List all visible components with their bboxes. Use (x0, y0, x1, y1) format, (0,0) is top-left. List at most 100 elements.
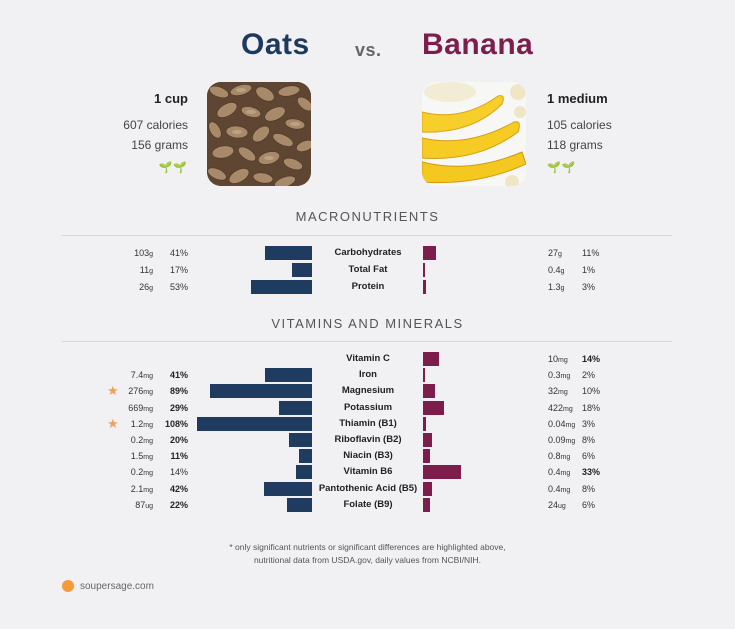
right-percent: 11% (582, 248, 600, 258)
left-bar (289, 433, 312, 447)
left-amount-value: 0.2 (130, 435, 144, 445)
right-amount: 0.4mg (548, 481, 588, 499)
footnote-line-1: * only significant nutrients or signific… (229, 542, 506, 552)
left-percent: 22% (169, 499, 188, 510)
left-percent: 14% (169, 467, 188, 478)
nutrient-row: 2.1mg 42% Pantothenic Acid (B5) 0.4mg 8% (0, 481, 735, 497)
macronutrients-heading: MACRONUTRIENTS (295, 209, 440, 224)
right-amount-unit: mg (558, 389, 568, 397)
right-amount-unit: mg (558, 357, 568, 364)
nutrient-name: Vitamin C (346, 353, 390, 364)
right-amount-unit: mg (560, 373, 571, 381)
left-percent: 108% (164, 418, 188, 429)
left-amount-unit: mg (143, 470, 153, 478)
left-amount-value: 103 (134, 248, 150, 258)
right-amount-value: 422 (548, 402, 564, 413)
left-bar (265, 368, 312, 383)
nutrient-row: 103g 41% Carbohydrates 27g 11% (0, 245, 735, 261)
vs-label: vs. (355, 40, 382, 60)
left-bar (299, 449, 312, 464)
right-percent: 6% (582, 499, 596, 510)
right-percent: 6% (582, 451, 596, 462)
right-bar (423, 384, 435, 399)
left-amount-value: 1.5 (130, 451, 144, 462)
right-bar (423, 433, 432, 447)
star-icon: ★ (107, 415, 119, 431)
nutrient-name: Riboflavin (B2) (334, 434, 402, 445)
right-percent: 33% (582, 467, 601, 478)
brand-name: soupersage.com (80, 580, 154, 592)
right-percent: 3% (582, 418, 596, 429)
left-amount: 0.2mg (105, 464, 153, 482)
left-amount: 669mg (105, 400, 153, 418)
left-percent: 20% (169, 435, 188, 445)
right-bar (423, 368, 425, 383)
right-amount: 422mg (548, 400, 588, 418)
right-amount: 32mg (548, 383, 588, 401)
left-amount-unit: mg (143, 405, 153, 413)
left-percent: 41% (169, 370, 188, 381)
left-amount-unit: mg (143, 486, 153, 494)
right-amount-unit: ug (558, 502, 566, 510)
banana-image (422, 82, 526, 186)
oats-image (207, 82, 311, 186)
right-serving-size: 1 medium (547, 91, 608, 106)
nutrient-row: 26g 53% Protein 1.3g 3% (0, 279, 735, 295)
left-amount-value: 669 (128, 402, 144, 413)
right-amount-value: 0.4 (548, 483, 561, 494)
left-amount-unit: mg (143, 421, 153, 429)
right-bar (423, 352, 439, 366)
nutrient-name: Folate (B9) (343, 498, 393, 510)
nutrient-row: 0.2mg 20% Riboflavin (B2) 0.09mg 8% (0, 432, 735, 448)
right-bar (423, 481, 432, 496)
left-amount-unit: mg (143, 454, 153, 462)
left-amount-value: 2.1 (130, 483, 144, 494)
nutrient-row: 669mg 29% Potassium 422mg 18% (0, 400, 735, 416)
nutrient-name: Iron (359, 369, 377, 381)
left-bar (279, 400, 312, 415)
right-amount-value: 10 (548, 354, 559, 364)
right-bar (423, 416, 426, 431)
right-amount-unit: mg (565, 438, 576, 445)
left-amount-value: 11 (139, 265, 150, 275)
right-amount: 0.09mg (548, 432, 588, 450)
divider (62, 235, 672, 236)
left-amount: 0.2mg (105, 432, 153, 450)
nutrient-name: Protein (351, 281, 385, 292)
right-bar (423, 246, 436, 260)
footnote-line-2: nutritional data from USDA.gov, daily va… (253, 555, 482, 565)
nutrient-name: Pantothenic Acid (B5) (318, 482, 418, 494)
right-amount: 10mg (548, 351, 588, 369)
left-amount-value: 276 (128, 386, 144, 397)
left-grams: 156 grams (131, 138, 188, 152)
soupersage-logo-icon (62, 580, 74, 592)
brand[interactable]: soupersage.com (62, 580, 154, 592)
divider (62, 341, 672, 342)
sprout-icon: 🌱🌱 (547, 162, 577, 174)
right-amount-value: 0.4 (548, 467, 561, 478)
left-percent: 29% (169, 402, 188, 413)
left-amount-unit: g (149, 268, 153, 275)
left-amount-value: 87 (135, 499, 146, 510)
left-serving-info: 1 cup 607 calories 156 grams 🌱🌱 (123, 89, 188, 174)
left-amount: 276mg (105, 383, 153, 401)
right-amount: 0.04mg (548, 416, 588, 434)
nutrient-row: 11g 17% Total Fat 0.4g 1% (0, 262, 735, 278)
left-amount: 1.5mg (105, 448, 153, 466)
right-amount-unit: g (560, 268, 565, 275)
right-amount: 27g (548, 245, 588, 263)
nutrient-row: 87ug 22% Folate (B9) 24ug 6% (0, 497, 735, 513)
right-percent: 10% (582, 386, 601, 397)
left-calories: 607 calories (123, 118, 188, 132)
right-amount-unit: g (558, 251, 562, 258)
nutrient-row: 1.5mg 11% Niacin (B3) 0.8mg 6% (0, 448, 735, 464)
right-amount-value: 1.3 (548, 282, 561, 292)
left-amount: 1.2mg (105, 416, 153, 434)
left-amount: 103g (105, 245, 153, 263)
right-grams: 118 grams (547, 138, 603, 152)
left-amount-unit: mg (143, 389, 153, 397)
right-amount-unit: mg (565, 421, 576, 429)
nutrient-name: Carbohydrates (334, 247, 402, 258)
nutrient-row: 7.4mg 41% Iron 0.3mg 2% (0, 367, 735, 383)
right-amount-value: 0.4 (548, 265, 561, 275)
